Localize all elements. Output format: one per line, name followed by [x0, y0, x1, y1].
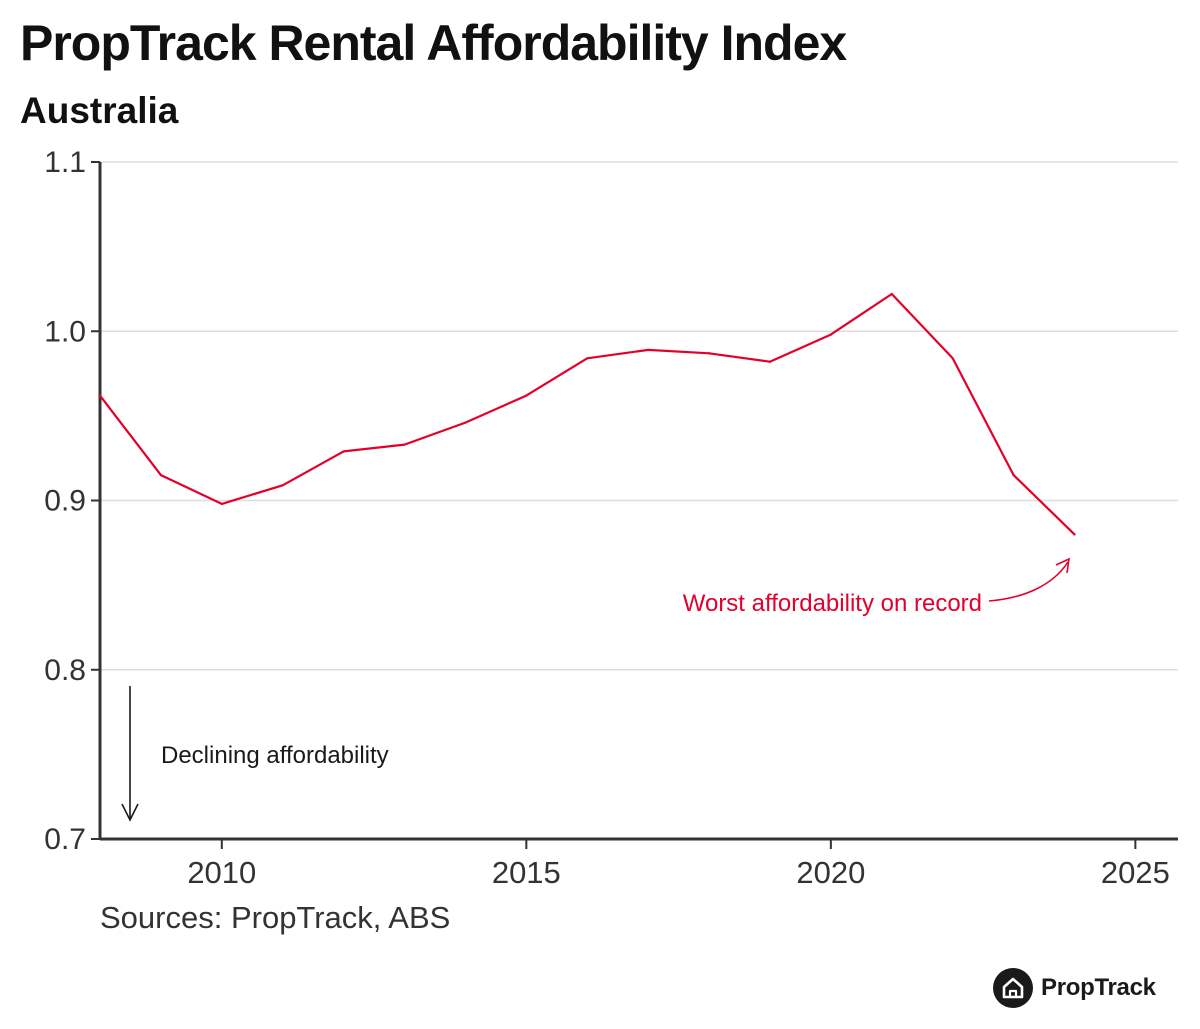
- chart-title: PropTrack Rental Affordability Index: [20, 15, 847, 71]
- source-note: Sources: PropTrack, ABS: [100, 900, 451, 935]
- y-tick-label: 1.1: [44, 146, 86, 179]
- data-point: [647, 348, 650, 351]
- annotation-worst-arrow: [988, 561, 1069, 602]
- data-point: [1012, 474, 1015, 477]
- annotation-worst-arrowhead: [1055, 557, 1070, 574]
- series-layer: [98, 292, 1076, 536]
- data-point: [1073, 533, 1076, 536]
- chart-subtitle: Australia: [20, 90, 179, 131]
- gridlines: [100, 161, 1178, 671]
- data-point: [98, 394, 102, 397]
- tick-labels: 0.7 0.8 0.9 1.0 1.1 2010 2015 2020 2025: [44, 146, 1170, 890]
- y-tick-label: 1.0: [44, 315, 86, 348]
- data-point: [768, 360, 772, 363]
- axes: [91, 161, 1178, 849]
- data-point: [281, 484, 284, 487]
- x-tick-label: 2025: [1101, 855, 1170, 890]
- declining-arrow-head: [121, 803, 139, 822]
- data-point: [159, 474, 163, 477]
- annotation-declining-affordability: Declining affordability: [161, 742, 389, 769]
- house-icon: [993, 968, 1033, 1008]
- logo-text: PropTrack: [1041, 974, 1156, 1001]
- y-tick-label: 0.7: [44, 823, 86, 856]
- line-chart: 0.7 0.8 0.9 1.0 1.1 2010 2015 2020 2025 Worst af…: [44, 146, 1178, 890]
- data-point: [829, 333, 832, 336]
- x-tick-label: 2015: [492, 855, 561, 890]
- data-point: [403, 443, 406, 446]
- proptrack-logo: PropTrack: [993, 968, 1156, 1008]
- y-tick-label: 0.8: [44, 654, 86, 687]
- series-line: [98, 292, 1076, 536]
- x-tick-label: 2020: [796, 855, 865, 890]
- annotation-worst-affordability: Worst affordability on record: [683, 590, 982, 617]
- data-point: [525, 394, 528, 397]
- data-point: [890, 292, 893, 296]
- data-point: [464, 421, 467, 424]
- data-point: [342, 450, 345, 453]
- data-point: [586, 357, 589, 360]
- data-point: [220, 502, 223, 505]
- x-tick-label: 2010: [187, 855, 256, 890]
- y-tick-label: 0.9: [44, 485, 86, 518]
- data-point: [951, 357, 954, 360]
- data-point: [707, 352, 711, 355]
- annotation-layer: Worst affordability on record Declining …: [121, 557, 1070, 822]
